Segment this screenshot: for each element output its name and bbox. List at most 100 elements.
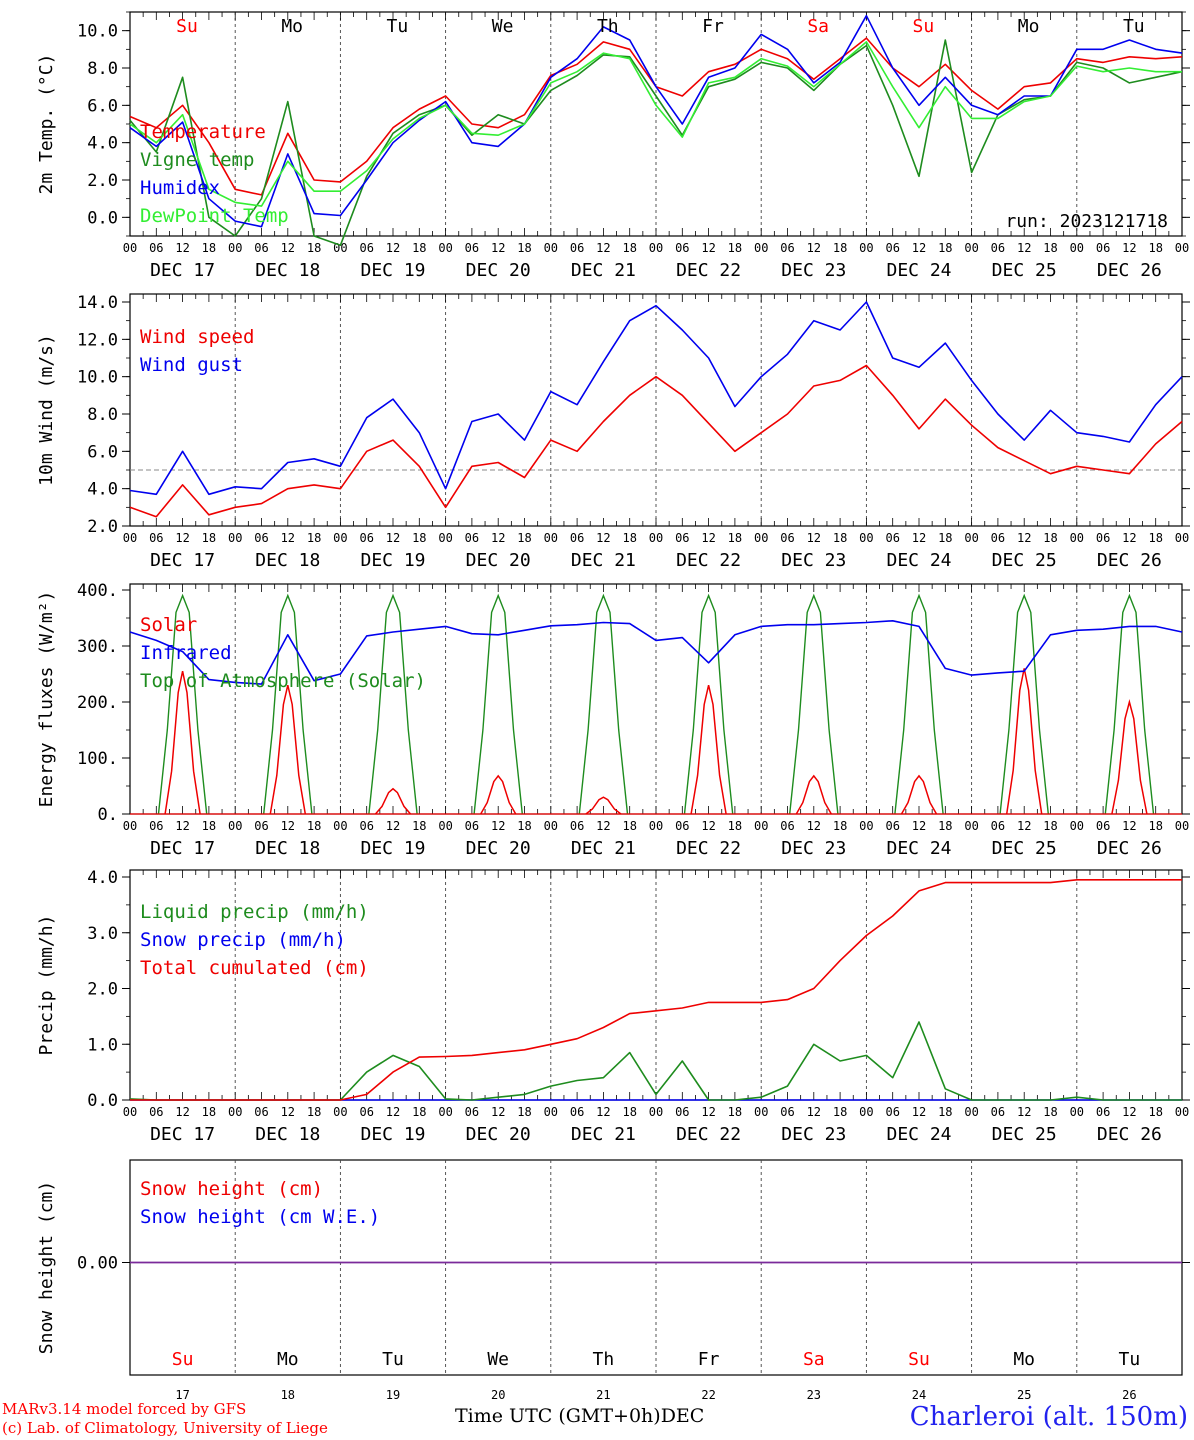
weekday-top-label: Su: [176, 16, 198, 37]
hour-tick-label: 18: [938, 241, 952, 255]
hour-tick-label: 18: [1043, 819, 1057, 833]
hour-tick-label: 06: [991, 1105, 1005, 1119]
hour-tick-label: 18: [833, 531, 847, 545]
hour-tick-label: 18: [202, 241, 216, 255]
hour-tick-label: 12: [175, 1105, 189, 1119]
weekday-bottom-label: Su: [908, 1349, 930, 1370]
hour-tick-label: 18: [833, 1105, 847, 1119]
legend-entry: Wind gust: [140, 354, 243, 376]
date-label: DEC 17: [150, 550, 215, 571]
y-axis-label: Energy fluxes (W/m²): [36, 591, 57, 808]
run-label: run: 2023121718: [1005, 211, 1168, 232]
hour-tick-label: 06: [465, 241, 479, 255]
legend-entry: Humidex: [140, 177, 220, 199]
hour-tick-label: 18: [622, 1105, 636, 1119]
hour-tick-label: 18: [412, 241, 426, 255]
hour-tick-label: 00: [1175, 819, 1189, 833]
date-label: DEC 23: [781, 550, 846, 571]
hour-tick-label: 12: [175, 531, 189, 545]
hour-tick-label: 12: [912, 819, 926, 833]
y-tick-label: 10.0: [77, 22, 118, 42]
hour-tick-label: 18: [622, 241, 636, 255]
hour-tick-label: 12: [912, 241, 926, 255]
y-tick-label: 12.0: [77, 330, 118, 350]
weekday-bottom-label: Tu: [1119, 1349, 1141, 1370]
hour-tick-label: 00: [964, 1105, 978, 1119]
toa-solar-line: [683, 593, 734, 815]
y-tick-label: 2.0: [87, 517, 118, 537]
hour-tick-label: 12: [491, 531, 505, 545]
hour-tick-label: 00: [544, 1105, 558, 1119]
y-tick-label: 300.: [77, 637, 118, 657]
toa-solar-line: [263, 593, 313, 815]
hour-tick-label: 06: [675, 819, 689, 833]
hour-tick-label: 06: [465, 1105, 479, 1119]
hour-tick-label: 12: [281, 241, 295, 255]
hour-tick-label: 06: [254, 1105, 268, 1119]
legend-entry: Solar: [140, 614, 197, 636]
lab-credit: (c) Lab. of Climatology, University of L…: [2, 1419, 328, 1437]
hour-tick-label: 06: [465, 819, 479, 833]
date-label: DEC 18: [255, 838, 320, 859]
hour-tick-label: 12: [596, 241, 610, 255]
hour-tick-label: 00: [649, 241, 663, 255]
hour-tick-label: 00: [1175, 531, 1189, 545]
date-label: DEC 25: [992, 838, 1057, 859]
hour-tick-label: 06: [885, 1105, 899, 1119]
weekday-bottom-label: Mo: [1013, 1349, 1035, 1370]
hour-tick-label: 12: [807, 1105, 821, 1119]
hour-tick-label: 00: [123, 241, 137, 255]
hour-tick-label: 12: [491, 1105, 505, 1119]
hour-tick-label: 12: [386, 531, 400, 545]
legend-entry: DewPoint Temp: [140, 205, 289, 227]
hour-tick-label: 06: [1096, 1105, 1110, 1119]
hour-tick-label: 12: [596, 1105, 610, 1119]
day-number-label: 18: [281, 1388, 295, 1402]
weekday-top-label: Tu: [387, 16, 409, 37]
hour-tick-label: 00: [1070, 1105, 1084, 1119]
day-number-label: 22: [701, 1388, 715, 1402]
hour-tick-label: 00: [438, 819, 452, 833]
hour-tick-label: 18: [412, 1105, 426, 1119]
hour-tick-label: 12: [281, 531, 295, 545]
hour-tick-label: 12: [1122, 241, 1136, 255]
hour-tick-label: 12: [175, 241, 189, 255]
hour-tick-label: 00: [859, 241, 873, 255]
hour-tick-label: 18: [517, 819, 531, 833]
legend-entry: Total cumulated (cm): [140, 957, 369, 979]
hour-tick-label: 12: [1017, 1105, 1031, 1119]
date-label: DEC 23: [781, 1124, 846, 1145]
date-label: DEC 22: [676, 260, 741, 281]
date-label: DEC 24: [886, 550, 951, 571]
hour-tick-label: 12: [701, 1105, 715, 1119]
weekday-bottom-label: Mo: [277, 1349, 299, 1370]
infrared-line: [129, 619, 1183, 685]
y-tick-label: 2.0: [87, 980, 118, 1000]
date-label: DEC 22: [676, 838, 741, 859]
hour-tick-label: 06: [570, 531, 584, 545]
date-label: DEC 25: [992, 260, 1057, 281]
hour-tick-label: 00: [333, 819, 347, 833]
y-tick-label: 4.0: [87, 480, 118, 500]
date-label: DEC 17: [150, 838, 215, 859]
toa-solar-line: [473, 593, 523, 815]
hour-tick-label: 12: [1017, 819, 1031, 833]
weekday-bottom-label: Su: [172, 1349, 194, 1370]
hour-tick-label: 06: [149, 1105, 163, 1119]
date-label: DEC 19: [360, 838, 425, 859]
x-axis-title: Time UTC (GMT+0h)DEC: [455, 1405, 704, 1427]
hour-tick-label: 18: [1043, 241, 1057, 255]
y-tick-label: 200.: [77, 693, 118, 713]
y-tick-label: 100.: [77, 749, 118, 769]
hour-tick-label: 12: [1122, 1105, 1136, 1119]
hour-tick-label: 06: [780, 819, 794, 833]
hour-tick-label: 00: [649, 1105, 663, 1119]
date-label: DEC 20: [466, 838, 531, 859]
hour-tick-label: 18: [938, 819, 952, 833]
hour-tick-label: 12: [596, 531, 610, 545]
toa-solar-line: [578, 593, 629, 815]
hour-tick-label: 06: [570, 241, 584, 255]
hour-tick-label: 12: [175, 819, 189, 833]
date-label: DEC 26: [1097, 838, 1162, 859]
